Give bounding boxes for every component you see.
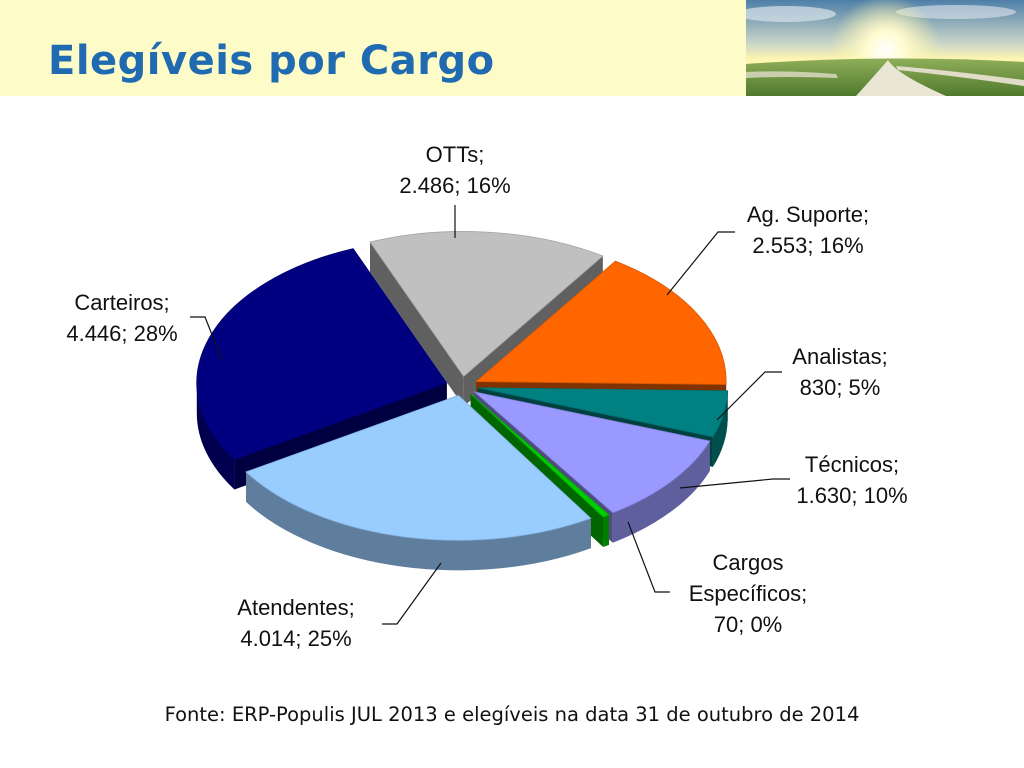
pie-slice-carteiros [196, 248, 448, 461]
header-landscape-image [746, 0, 1024, 96]
data-label-tecnicos: Técnicos; 1.630; 10% [796, 452, 907, 508]
data-label-atendentes: Atendentes; 4.014; 25% [237, 595, 354, 651]
leader-line-ag-suporte [666, 231, 735, 296]
carteiros-side-wall [196, 383, 235, 490]
pie-slices-layer [196, 231, 729, 571]
data-labels-layer: OTTs; 2.486; 16% Ag. Suporte; 2.553; 16% Ana… [66, 142, 907, 651]
data-label-ag-suporte: Ag. Suporte; 2.553; 16% [747, 202, 869, 258]
data-label-cargos-especificos: Cargos Específicos; 70; 0% [689, 550, 808, 637]
leader-line-cargos-especificos [627, 521, 670, 593]
source-note: Fonte: ERP-Populis JUL 2013 e elegíveis … [164, 703, 860, 726]
atendentes-side-wall [246, 471, 591, 571]
pie-slice-atendentes [245, 394, 592, 541]
pie-slice-tecnicos [473, 391, 711, 514]
data-label-analistas: Analistas; 830; 5% [792, 344, 887, 400]
data-label-otts: OTTs; 2.486; 16% [399, 142, 510, 198]
leader-line-atendentes [382, 562, 442, 625]
pie-chart: OTTs; 2.486; 16% Ag. Suporte; 2.553; 16% Ana… [66, 142, 907, 651]
slide-title: Elegíveis por Cargo [48, 38, 495, 84]
cargos-especificos-side-wall [603, 514, 609, 548]
leader-line-carteiros [190, 316, 223, 361]
leader-line-tecnicos [679, 478, 790, 489]
analistas-side-wall [712, 390, 728, 467]
otts-cut-wall-1 [369, 242, 464, 407]
pie-slice-cargos-especificos [470, 393, 610, 518]
data-label-carteiros: Carteiros; 4.446; 28% [66, 290, 177, 346]
slide-header: Elegíveis por Cargo [0, 0, 1024, 96]
tecnicos-side-wall [612, 441, 710, 543]
leader-lines-layer [190, 205, 790, 625]
pie-slice-ag-suporte [475, 260, 727, 385]
pie-slice-otts [369, 231, 604, 378]
leader-line-analistas [716, 371, 782, 421]
